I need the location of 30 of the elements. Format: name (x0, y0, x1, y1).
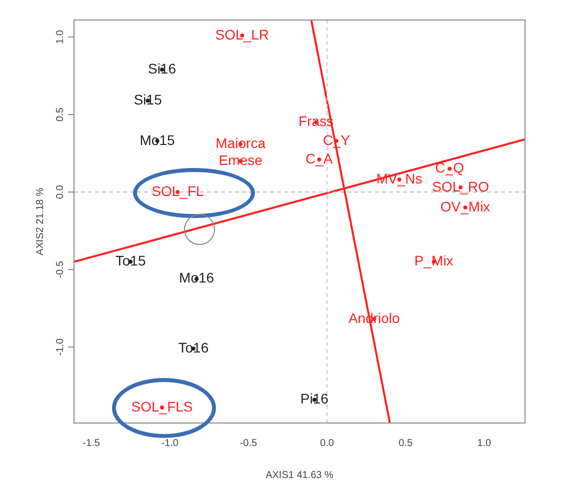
annotation: Mo16 (179, 270, 214, 286)
y-tick-label: 0.0 (54, 184, 66, 200)
annotation: Emese (218, 152, 263, 168)
annotation: SOL_FL (152, 182, 204, 199)
x-tick-label: 0.5 (398, 438, 413, 449)
x-tick-label: 1.0 (477, 438, 492, 449)
annotation: To15 (115, 252, 146, 269)
x-tick-label: -1.5 (82, 438, 100, 449)
x-tick-label: -0.5 (240, 438, 258, 449)
x-tick-label: 0.0 (320, 438, 334, 449)
annotation: SOL_FLS (131, 398, 193, 414)
annotation: Mo15 (140, 132, 176, 148)
y-tick-label: 0.5 (54, 107, 66, 122)
annotation: C_Q (435, 160, 464, 176)
annotation: Si16 (148, 60, 176, 76)
annotation: P_Mix (414, 252, 454, 269)
annotation: SOL_RO (432, 178, 490, 194)
annotation: Si15 (134, 91, 162, 108)
annotation: C_A (306, 150, 334, 166)
y-tick-label: 1.0 (54, 30, 66, 44)
y-tick-label: -0.5 (54, 260, 66, 278)
x-tick-label: -1.0 (161, 438, 179, 449)
annotation: OV_Mix (440, 198, 490, 214)
annotation: Pi16 (300, 390, 329, 407)
annotation: Maiorca (216, 134, 266, 151)
y-tick-label: -1.0 (54, 338, 66, 356)
annotation: SOL_LR (215, 26, 269, 42)
annotation: To16 (178, 339, 209, 356)
x-axis-title: AXIS1 41.63 % (266, 470, 334, 481)
y-axis-title: AXIS2 21.18 % (34, 187, 46, 256)
